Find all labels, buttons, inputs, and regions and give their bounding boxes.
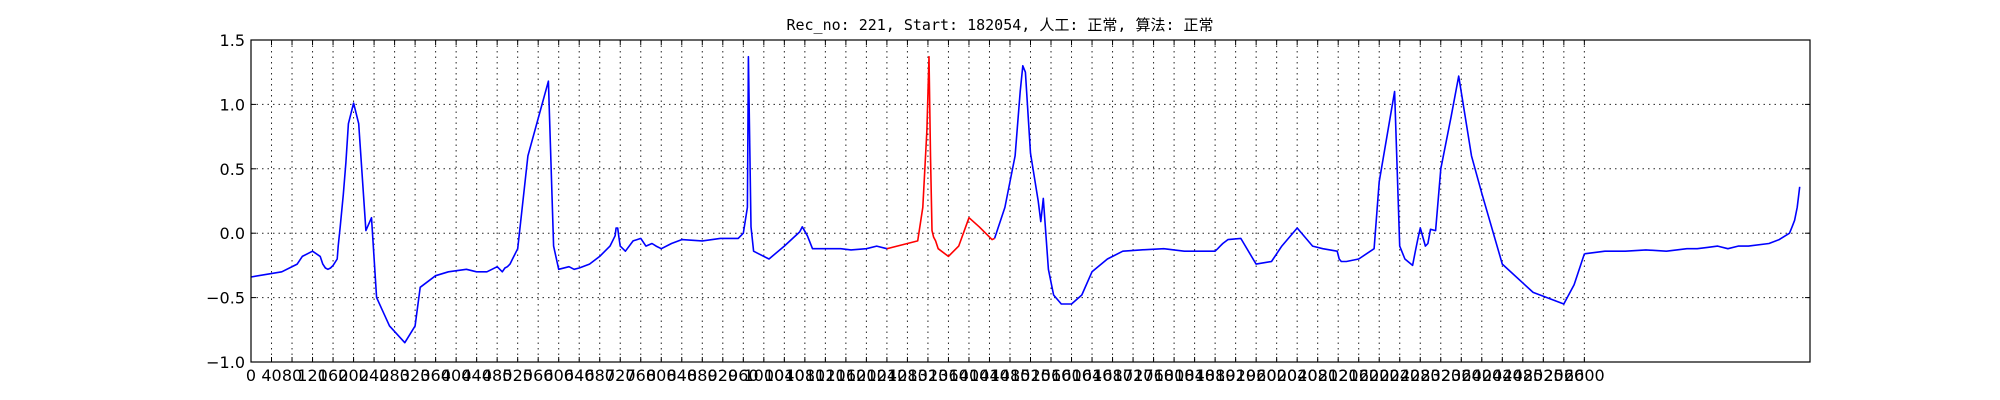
x-tick-label: 1360 (928, 366, 969, 385)
x-tick-label: 0 (246, 366, 256, 385)
x-tick-label: 1440 (969, 366, 1010, 385)
x-tick-label: 200 (338, 366, 369, 385)
y-tick-label: −1.0 (206, 353, 245, 372)
x-tick-label: 40 (261, 366, 281, 385)
x-tick-label: 520 (502, 366, 533, 385)
x-tick-label: 2280 (1400, 366, 1441, 385)
x-tick-label: 760 (625, 366, 656, 385)
x-tick-label: 1920 (1215, 366, 1256, 385)
x-tick-label: 2320 (1420, 366, 1461, 385)
x-tick-label: 2080 (1297, 366, 1338, 385)
x-tick-label: 400 (441, 366, 472, 385)
ecg-trace-segment-2 (886, 55, 995, 258)
x-tick-label: 1240 (867, 366, 908, 385)
x-tick-label: 880 (687, 366, 718, 385)
x-tick-label: 280 (379, 366, 410, 385)
y-tick-label: −0.5 (206, 289, 245, 308)
x-axis: 0 40 8012016020024028032036040044048052056… (246, 40, 1605, 385)
chart-title: Rec_no: 221, Start: 182054, 人工: 正常, 算法: … (786, 16, 1213, 34)
x-tick-label: 1280 (887, 366, 928, 385)
ecg-trace-segment-3 (993, 65, 1586, 305)
x-tick-label: 2520 (1523, 366, 1564, 385)
x-tick-label: 640 (564, 366, 595, 385)
x-tick-label: 1960 (1236, 366, 1277, 385)
x-tick-label: 560 (523, 366, 554, 385)
x-tick-label: 1040 (764, 366, 805, 385)
ecg-traces (250, 55, 1801, 344)
y-tick-label: 1.5 (220, 31, 245, 50)
y-axis: −1.0 −0.5 0.0 0.5 1.0 1.5 (206, 31, 1810, 372)
x-tick-label: 480 (482, 366, 513, 385)
x-tick-label: 2040 (1277, 366, 1318, 385)
x-tick-label: 1480 (990, 366, 1031, 385)
y-tick-label: 1.0 (220, 95, 245, 114)
x-tick-label: 1760 (1133, 366, 1174, 385)
x-tick-label: 320 (400, 366, 431, 385)
ecg-trace-segment-1 (250, 55, 888, 344)
x-tick-label: 1800 (1154, 366, 1195, 385)
x-tick-label: 2200 (1359, 366, 1400, 385)
x-tick-label: 840 (667, 366, 698, 385)
x-tick-label: 720 (605, 366, 636, 385)
x-tick-label: 960 (728, 366, 759, 385)
x-tick-label: 600 (543, 366, 574, 385)
y-tick-label: 0.0 (220, 224, 245, 243)
x-tick-label: 2240 (1379, 366, 1420, 385)
x-tick-label: 1200 (846, 366, 887, 385)
x-tick-label: 800 (646, 366, 677, 385)
x-tick-label: 1600 (1051, 366, 1092, 385)
x-tick-label: 80 (282, 366, 302, 385)
x-tick-label: 2600 (1564, 366, 1605, 385)
x-tick-label: 680 (584, 366, 615, 385)
x-tick-label: 360 (420, 366, 451, 385)
x-tick-label: 1160 (826, 366, 867, 385)
x-tick-label: 1880 (1195, 366, 1236, 385)
x-tick-label: 1680 (1092, 366, 1133, 385)
x-tick-label: 1320 (908, 366, 949, 385)
x-tick-label: 160 (318, 366, 349, 385)
x-tick-label: 920 (708, 366, 739, 385)
x-tick-label: 2360 (1441, 366, 1482, 385)
x-tick-label: 2000 (1256, 366, 1297, 385)
ecg-trace-segment-4 (1584, 186, 1801, 255)
x-tick-label: 1520 (1010, 366, 1051, 385)
x-tick-label: 1640 (1072, 366, 1113, 385)
x-tick-label: 1120 (805, 366, 846, 385)
x-tick-label: 120 (297, 366, 328, 385)
x-tick-label: 1400 (949, 366, 990, 385)
x-tick-label: 1080 (784, 366, 825, 385)
grid-lines (251, 40, 1810, 362)
x-tick-label: 440 (461, 366, 492, 385)
x-tick-label: 2440 (1482, 366, 1523, 385)
x-tick-label: 1840 (1174, 366, 1215, 385)
x-tick-label: 1560 (1031, 366, 1072, 385)
y-tick-label: 0.5 (220, 160, 245, 179)
x-tick-label: 2120 (1318, 366, 1359, 385)
x-tick-label: 2160 (1338, 366, 1379, 385)
x-tick-label: 1720 (1113, 366, 1154, 385)
x-tick-label: 2400 (1461, 366, 1502, 385)
x-tick-label: 2560 (1543, 366, 1584, 385)
x-tick-label: 2480 (1502, 366, 1543, 385)
x-tick-label: 240 (359, 366, 390, 385)
x-tick-label: 1000 (743, 366, 784, 385)
